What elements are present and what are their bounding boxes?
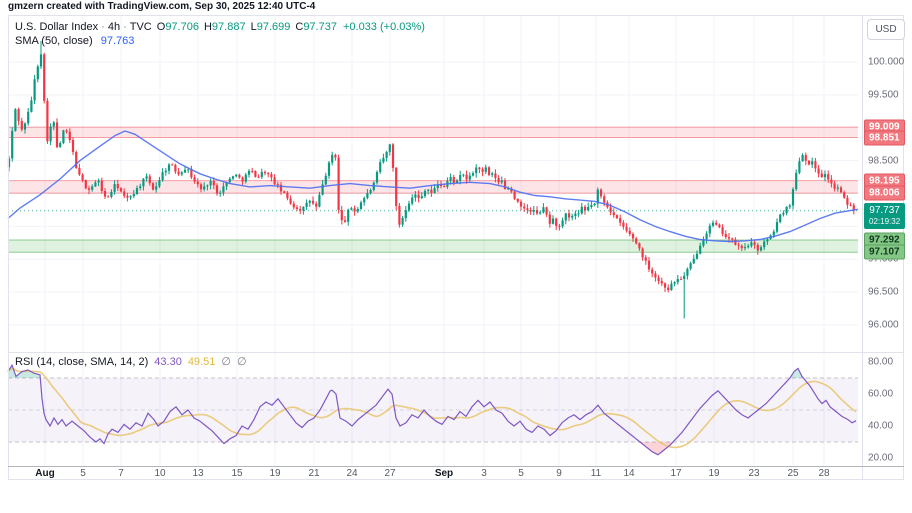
- rsi-tick-label: 80.00: [868, 356, 894, 368]
- rsi-value: 43.30: [154, 356, 182, 368]
- resistance-zone[interactable]: [8, 180, 858, 194]
- time-tick-label: 17: [670, 468, 682, 479]
- price-scale[interactable]: 100.00099.50098.50097.50097.00096.50096.…: [863, 15, 912, 466]
- time-tick-label: 5: [518, 468, 524, 479]
- time-tick-label: 7: [118, 468, 124, 479]
- candlestick-series: [7, 40, 855, 319]
- time-tick-label: 28: [818, 468, 830, 479]
- time-tick-label: 21: [308, 468, 320, 479]
- symbol-title[interactable]: U.S. Dollar Index: [15, 21, 99, 33]
- currency-unit-button[interactable]: USD: [867, 19, 905, 40]
- price-level-badge[interactable]: 98.851: [864, 130, 905, 146]
- time-tick-label: 15: [231, 468, 243, 479]
- chart-frame: [8, 15, 904, 480]
- price-scale-divider: [862, 15, 863, 480]
- sma50-line: [7, 130, 859, 243]
- rsi-tick-label: 40.00: [868, 420, 894, 432]
- ohlc-value: 97.699: [256, 21, 291, 33]
- rsi-value: ∅: [236, 356, 247, 368]
- rsi-legend[interactable]: RSI (14, close, SMA, 14, 2) 43.30 49.51 ∅ ∅: [15, 355, 247, 368]
- sma-label[interactable]: SMA (50, close): [15, 35, 93, 47]
- price-level-badge[interactable]: 97.107: [864, 244, 905, 260]
- support-zone[interactable]: [8, 240, 858, 253]
- time-tick-label: 27: [384, 468, 396, 479]
- time-tick-label: Aug: [35, 468, 55, 479]
- price-level-badge[interactable]: 98.006: [864, 185, 905, 201]
- pane-divider[interactable]: [8, 352, 904, 353]
- time-tick-label: 14: [623, 468, 635, 479]
- current-price-badge[interactable]: 97.737 02:19:32: [864, 202, 906, 229]
- time-tick-label: 3: [481, 468, 487, 479]
- time-tick-label: 19: [708, 468, 720, 479]
- legend-separator: ·: [123, 21, 127, 33]
- time-tick-label: 19: [269, 468, 281, 479]
- price-tick-label: 96.500: [868, 286, 899, 298]
- price-tick-label: 100.000: [868, 56, 905, 68]
- sma-value: 97.763: [100, 35, 135, 47]
- change-value: +0.033 (+0.03%): [342, 21, 425, 33]
- symbol-interval[interactable]: 4h: [107, 21, 121, 33]
- resistance-zone[interactable]: [8, 127, 858, 138]
- time-tick-label: 5: [80, 468, 86, 479]
- ohlc-value: 97.887: [211, 21, 246, 33]
- bottom-bar: TradingView: [0, 481, 912, 513]
- rsi-tick-label: 60.00: [868, 388, 894, 400]
- price-tick-label: 99.500: [868, 89, 899, 101]
- time-scale-divider: [8, 466, 904, 467]
- attribution-text: gmzern created with TradingView.com, Sep…: [8, 1, 316, 12]
- ohlc-letter: C: [295, 21, 304, 33]
- time-tick-label: 11: [590, 468, 602, 479]
- time-tick-label: Sep: [434, 468, 454, 479]
- price-tick-label: 96.000: [868, 319, 899, 331]
- rsi-line: [7, 363, 857, 456]
- time-tick-label: 13: [192, 468, 204, 479]
- bar-countdown: 02:19:32: [869, 216, 901, 226]
- time-tick-label: 9: [556, 468, 562, 479]
- legend-separator: ·: [101, 21, 105, 33]
- symbol-row[interactable]: U.S. Dollar Index · 4h · TVC O97.706 H97.887 L9…: [15, 20, 425, 34]
- time-tick-label: 23: [748, 468, 760, 479]
- time-tick-label: 25: [787, 468, 799, 479]
- sma-row[interactable]: SMA (50, close) 97.763: [15, 34, 425, 48]
- ohlc-value: 97.737: [303, 21, 337, 33]
- rsi-tick-label: 20.00: [868, 452, 894, 464]
- ohlc-letter: O: [156, 21, 166, 33]
- time-tick-label: 24: [346, 468, 358, 479]
- rsi-values: 43.30 49.51 ∅ ∅: [148, 356, 246, 368]
- ohlc-letter: H: [203, 21, 212, 33]
- symbol-exchange: TVC: [129, 21, 152, 33]
- price-tick-label: 98.500: [868, 155, 899, 167]
- time-tick-label: 10: [154, 468, 166, 479]
- ohlc-value: 97.706: [165, 21, 199, 33]
- time-scale[interactable]: Aug 5 7 10 13 15 19 21 24 27 Sep 3 5 9 11 14 17 19 23 25 28: [8, 467, 862, 480]
- main-series-legend[interactable]: U.S. Dollar Index · 4h · TVC O97.706 H97.887 L9…: [15, 20, 425, 48]
- rsi-value: ∅: [221, 356, 231, 368]
- rsi-label[interactable]: RSI (14, close, SMA, 14, 2): [15, 356, 149, 368]
- ohlc-letter: L: [250, 21, 257, 33]
- rsi-value: 49.51: [187, 356, 216, 368]
- ohlc-values: O97.706 H97.887 L97.699 C97.737: [152, 21, 337, 33]
